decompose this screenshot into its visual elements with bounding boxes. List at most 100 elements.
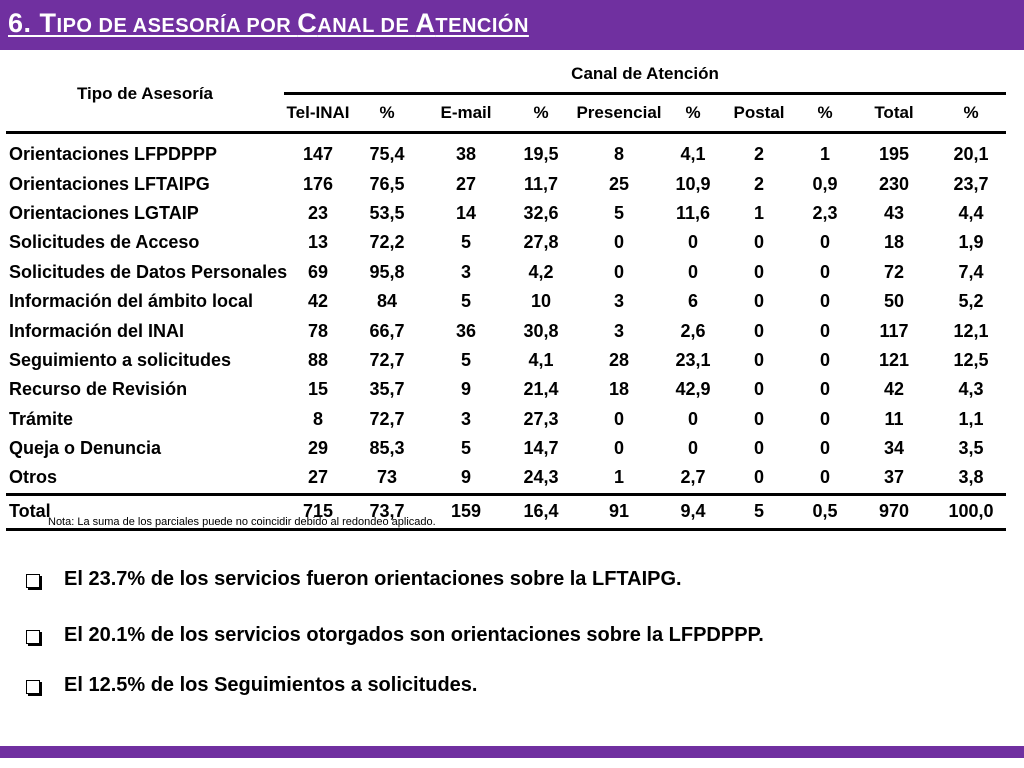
table-cell: 0 [753, 349, 764, 370]
table-cell: 5,2 [958, 291, 984, 312]
column-header: E-mail [422, 93, 510, 134]
table-cell: 7,4 [958, 261, 984, 282]
column-header: % [352, 93, 422, 134]
table-cell: 0 [819, 408, 830, 429]
table-cell: 0 [753, 291, 764, 312]
table-cell: 0 [819, 232, 830, 253]
table-cell: 20,1 [953, 144, 989, 165]
row-label: Seguimiento a solicitudes [9, 349, 232, 370]
table-cell: 11 [884, 408, 904, 429]
title-part: A [415, 8, 436, 38]
table-cell: 75,4 [369, 144, 405, 165]
table-cell: 6 [687, 291, 698, 312]
table-cell: 24,3 [523, 467, 559, 488]
table-cell: 0 [613, 408, 624, 429]
table-row: Orientaciones LGTAIP 23 53,5 14 32,6 5 11,6 1 2,… [6, 199, 1006, 228]
table-row: Solicitudes de Datos Personales 69 95,8 3 4,… [6, 258, 1006, 287]
title-bar: 6. Tipo de asesoría por Canal de Atenció… [0, 0, 1024, 50]
table-cell: 0 [687, 232, 698, 253]
table-cell: 1 [753, 202, 764, 223]
bullet-text: El 23.7% de los servicios fueron orienta… [64, 568, 682, 590]
table-cell: 23 [307, 202, 329, 223]
table-cell: 0 [687, 408, 698, 429]
table-row: Recurso de Revisión 15 35,7 9 21,4 18 42,9 0 0 42… [6, 375, 1006, 404]
row-label: Total [6, 492, 284, 531]
data-table: Tipo de Asesoría Canal de Atención Tel-I… [6, 56, 1007, 531]
row-label: Orientaciones LFPDPPP [9, 144, 218, 165]
table-cell: 0 [753, 408, 764, 429]
table-cell: 18 [883, 232, 905, 253]
table-cell: 16,4 [510, 492, 572, 531]
table-cell: 3 [613, 291, 624, 312]
table-cell: 0 [613, 438, 624, 459]
table-cell: 0 [753, 379, 764, 400]
table-row: Información del ámbito local 42 84 5 10 3 6 0 0 5… [6, 287, 1006, 316]
table-cell: 19,5 [523, 144, 559, 165]
footnote: Nota: La suma de los parciales puede no … [48, 516, 436, 528]
table-cell: 195 [878, 144, 910, 165]
table-cell: 8 [312, 408, 323, 429]
table-cell: 1 [819, 144, 830, 165]
table-cell: 0 [819, 320, 830, 341]
table-cell: 3,8 [958, 467, 984, 488]
table-cell: 117 [879, 320, 909, 341]
column-header: % [798, 93, 852, 134]
table-cell: 27,3 [523, 408, 559, 429]
row-label: Otros [9, 467, 58, 488]
table-cell: 970 [852, 492, 936, 531]
table-cell: 11,7 [523, 173, 559, 194]
table-cell: 0 [819, 438, 830, 459]
table-cell: 78 [307, 320, 329, 341]
table-cell: 32,6 [523, 202, 559, 223]
column-header: % [936, 93, 1007, 134]
checkbox-bullet-icon [26, 630, 40, 644]
table-cell: 76,5 [369, 173, 405, 194]
table-cell: 10 [530, 291, 552, 312]
table-cell: 0 [819, 467, 830, 488]
column-header: Postal [720, 93, 798, 134]
row-label: Queja o Denuncia [9, 438, 162, 459]
row-label: Información del ámbito local [9, 291, 254, 312]
table-cell: 5 [460, 232, 471, 253]
table-cell: 9,4 [666, 492, 720, 531]
table-cell: 0 [753, 232, 764, 253]
table-cell: 11,6 [675, 202, 711, 223]
table-cell: 27,8 [523, 232, 559, 253]
table-cell: 0 [819, 349, 830, 370]
table-row: Orientaciones LFPDPPP 147 75,4 38 19,5 8 4,1 2 1… [6, 133, 1006, 170]
table-cell: 2 [753, 173, 764, 194]
table-cell: 3 [460, 408, 471, 429]
table-cell: 10,9 [675, 173, 711, 194]
table-cell: 14 [455, 202, 477, 223]
table-cell: 23,7 [953, 173, 989, 194]
table-cell: 5 [460, 438, 471, 459]
header-tipo-asesoria: Tipo de Asesoría [6, 56, 284, 134]
table-cell: 88 [307, 349, 329, 370]
bullet-text: El 20.1% de los servicios otorgados son … [64, 624, 764, 646]
table-cell: 13 [307, 232, 329, 253]
table-cell: 0 [753, 320, 764, 341]
table-cell: 72 [883, 261, 905, 282]
title-part: tención [435, 15, 529, 37]
table-cell: 42 [883, 379, 905, 400]
table-cell: 5 [613, 202, 624, 223]
row-label: Orientaciones LFTAIPG [9, 173, 210, 194]
table-body: Orientaciones LFPDPPP 147 75,4 38 19,5 8 4,1 2 1… [6, 133, 1007, 531]
table-cell: 2,7 [680, 467, 706, 488]
table-cell: 4,3 [958, 379, 984, 400]
table-cell: 72,7 [369, 408, 405, 429]
table-cell: 4,1 [528, 349, 554, 370]
table-cell: 12,1 [953, 320, 989, 341]
column-header: Presencial [572, 93, 666, 134]
table-cell: 0 [613, 261, 624, 282]
table-cell: 147 [302, 144, 334, 165]
row-label: Información del INAI [9, 320, 185, 341]
table-cell: 159 [422, 492, 510, 531]
table-cell: 0 [753, 467, 764, 488]
footer-bar [0, 746, 1024, 758]
table-cell: 0 [753, 261, 764, 282]
table-cell: 2,6 [680, 320, 706, 341]
table-cell: 28 [608, 349, 630, 370]
data-table-container: Tipo de Asesoría Canal de Atención Tel-I… [6, 56, 1007, 531]
table-cell: 72,2 [369, 232, 405, 253]
